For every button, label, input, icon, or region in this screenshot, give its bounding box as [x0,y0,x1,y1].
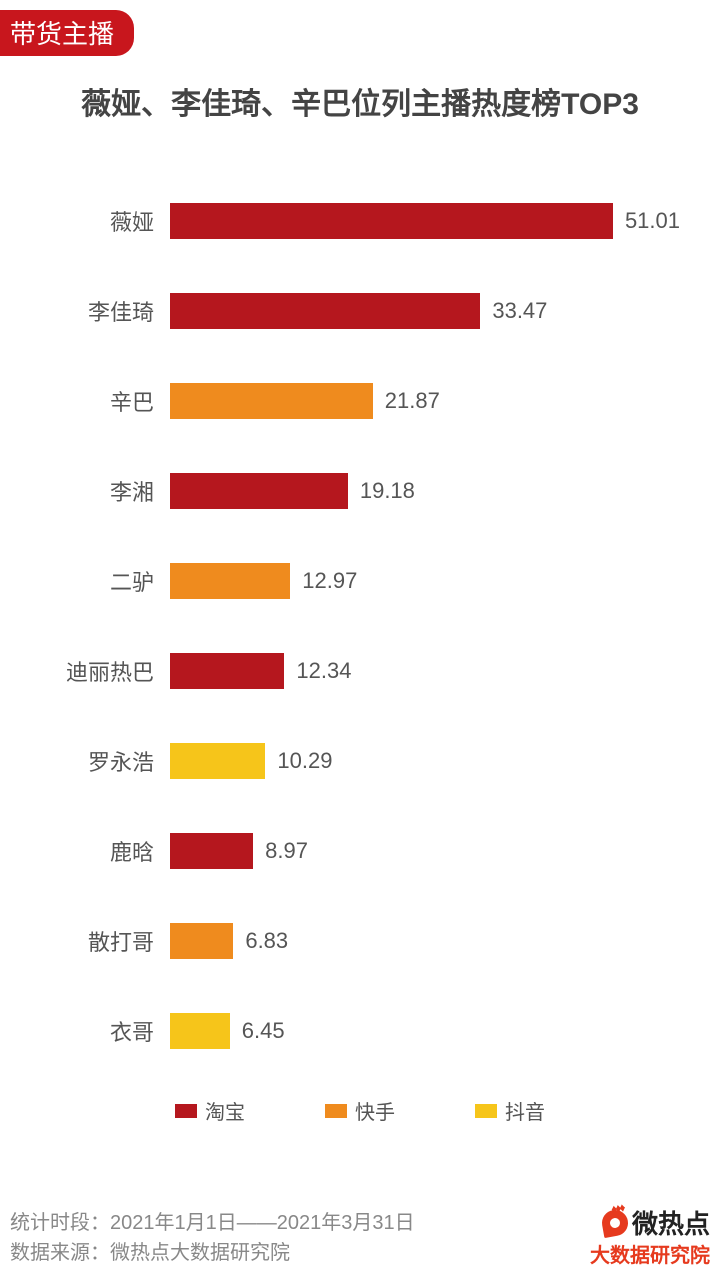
bar-fill [170,923,233,959]
category-badge: 带货主播 [0,10,134,56]
bar-row: 衣哥 6.45 [40,986,680,1076]
bar-value: 33.47 [492,298,547,324]
bar-row: 鹿晗 8.97 [40,806,680,896]
bar-track: 33.47 [170,293,680,329]
bar-track: 12.34 [170,653,680,689]
bar-track: 10.29 [170,743,680,779]
bar-row: 李湘 19.18 [40,446,680,536]
bar-track: 51.01 [170,203,680,239]
bar-label: 衣哥 [40,1015,170,1047]
bar-track: 19.18 [170,473,680,509]
bar-label: 薇娅 [40,205,170,237]
legend-swatch [475,1104,497,1118]
bar-row: 李佳琦 33.47 [40,266,680,356]
bar-row: 散打哥 6.83 [40,896,680,986]
bar-track: 6.45 [170,1013,680,1049]
bar-fill [170,203,613,239]
bar-value: 8.97 [265,838,308,864]
bar-fill [170,473,348,509]
bar-value: 10.29 [277,748,332,774]
footer-meta: 统计时段：2021年1月1日——2021年3月31日 数据来源：微热点大数据研究… [10,1208,415,1268]
legend-label: 淘宝 [205,1096,245,1125]
legend-label: 抖音 [505,1096,545,1125]
legend-label: 快手 [355,1096,395,1125]
bar-label: 散打哥 [40,925,170,957]
bar-label: 二驴 [40,565,170,597]
bar-row: 薇娅 51.01 [40,176,680,266]
data-source: 数据来源：微热点大数据研究院 [10,1238,415,1268]
eye-icon: ♦♦♦ [600,1207,630,1237]
legend-swatch [175,1104,197,1118]
bar-row: 二驴 12.97 [40,536,680,626]
bar-label: 鹿晗 [40,835,170,867]
footer-logo: ♦♦♦ 微热点 大数据研究院 [590,1204,710,1268]
bar-fill [170,1013,230,1049]
bar-fill [170,383,373,419]
logo-brand: ♦♦♦ 微热点 [590,1204,710,1241]
bar-row: 罗永浩 10.29 [40,716,680,806]
chart-title: 薇娅、李佳琦、辛巴位列主播热度榜TOP3 [60,84,660,126]
bar-label: 辛巴 [40,385,170,417]
bar-fill [170,563,290,599]
logo-subtitle: 大数据研究院 [590,1239,710,1268]
legend-item: 淘宝 [175,1096,245,1125]
bar-value: 12.34 [296,658,351,684]
bar-label: 李佳琦 [40,295,170,327]
bar-label: 迪丽热巴 [40,655,170,687]
legend-swatch [325,1104,347,1118]
footer: 统计时段：2021年1月1日——2021年3月31日 数据来源：微热点大数据研究… [10,1204,710,1268]
bar-label: 李湘 [40,475,170,507]
bar-value: 19.18 [360,478,415,504]
bar-row: 迪丽热巴 12.34 [40,626,680,716]
bar-value: 12.97 [302,568,357,594]
bar-track: 12.97 [170,563,680,599]
chart-area: 薇娅 51.01 李佳琦 33.47 辛巴 21.87 李湘 19.18 二驴 12.97 迪丽热巴… [40,176,680,1146]
bar-value: 6.45 [242,1018,285,1044]
bar-value: 6.83 [245,928,288,954]
bar-row: 辛巴 21.87 [40,356,680,446]
bar-value: 21.87 [385,388,440,414]
bar-value: 51.01 [625,208,680,234]
bar-fill [170,833,253,869]
bar-fill [170,653,284,689]
bar-fill [170,743,265,779]
bar-track: 8.97 [170,833,680,869]
legend-item: 快手 [325,1096,395,1125]
bar-track: 21.87 [170,383,680,419]
bar-track: 6.83 [170,923,680,959]
bars-container: 薇娅 51.01 李佳琦 33.47 辛巴 21.87 李湘 19.18 二驴 12.97 迪丽热巴… [40,176,680,1076]
bar-fill [170,293,480,329]
legend: 淘宝 快手 抖音 [40,1096,680,1125]
stat-period: 统计时段：2021年1月1日——2021年3月31日 [10,1208,415,1238]
logo-top-text: 微热点 [632,1204,710,1241]
legend-item: 抖音 [475,1096,545,1125]
bar-label: 罗永浩 [40,745,170,777]
